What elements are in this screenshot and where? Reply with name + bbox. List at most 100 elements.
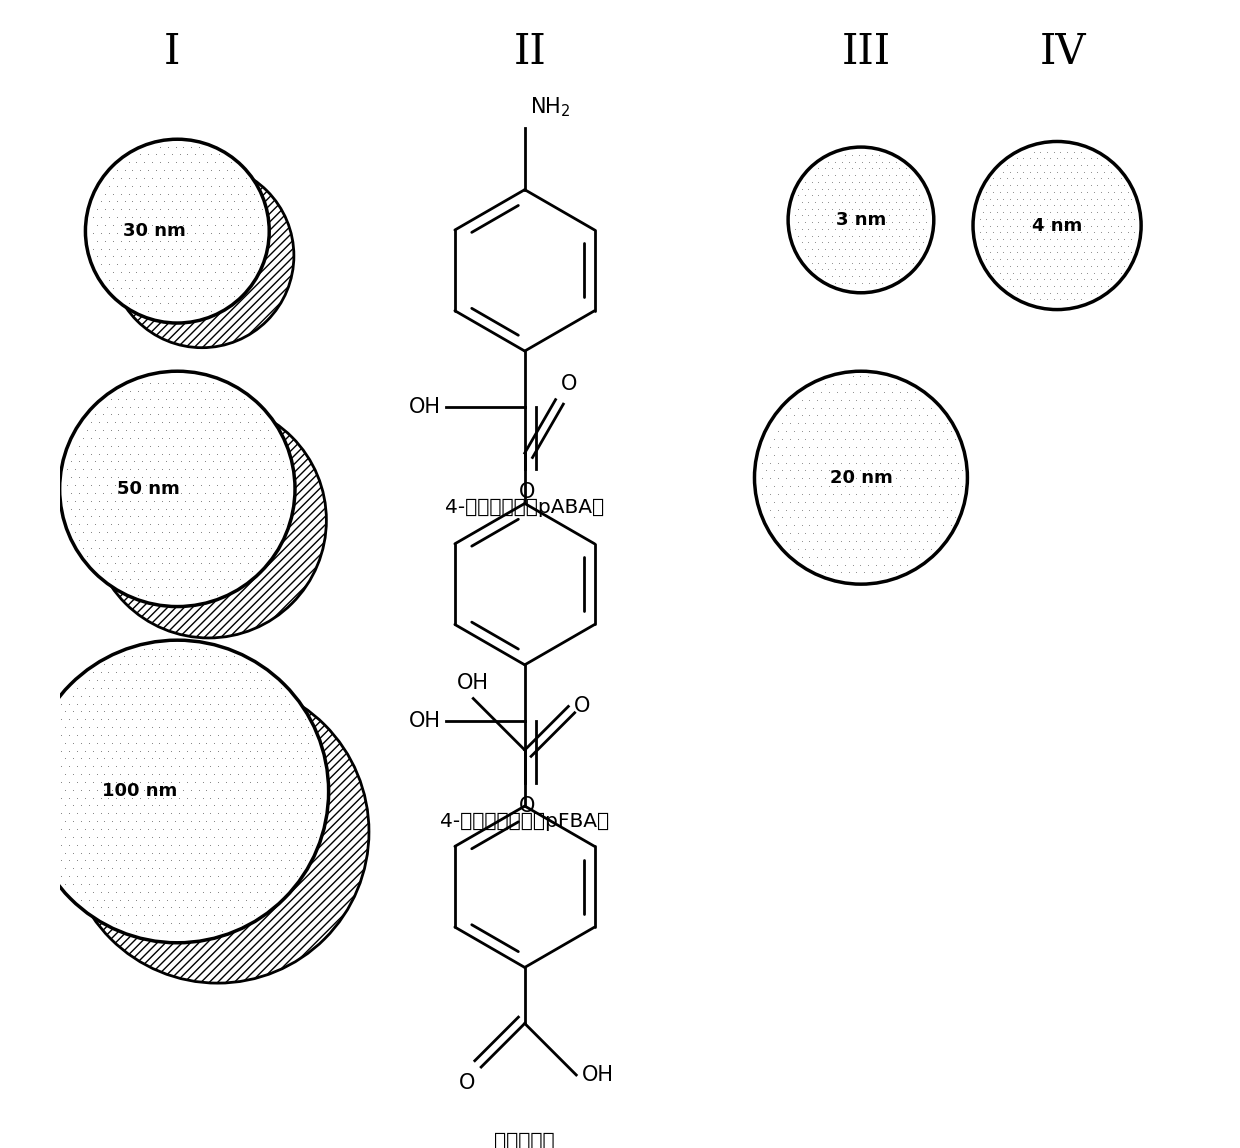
Point (228, 185, 248, 203)
Point (279, 789, 299, 807)
Point (134, 828, 154, 846)
Point (874, 492, 894, 511)
Point (232, 742, 252, 760)
Point (117, 436, 136, 455)
Point (234, 563, 254, 581)
Point (81, 491, 100, 510)
Point (232, 177, 252, 195)
Point (145, 883, 165, 901)
Point (838, 564, 858, 582)
Point (170, 302, 190, 320)
Point (1013, 189, 1033, 208)
Point (835, 492, 854, 511)
Point (103, 765, 123, 783)
Point (216, 914, 236, 932)
Point (800, 390, 820, 409)
Point (815, 548, 835, 566)
Point (60, 804, 79, 822)
Point (93, 499, 113, 518)
Point (47, 718, 67, 736)
Point (181, 656, 201, 674)
Point (179, 530, 198, 549)
Point (818, 207, 838, 225)
Text: O: O (574, 697, 590, 716)
Point (103, 687, 123, 705)
Point (150, 169, 170, 187)
Point (179, 515, 198, 534)
Point (133, 483, 153, 502)
Point (118, 718, 138, 736)
Point (878, 517, 898, 535)
Point (232, 695, 252, 713)
Circle shape (60, 371, 295, 606)
Point (872, 273, 892, 292)
Point (254, 507, 274, 526)
Point (126, 656, 146, 674)
Point (115, 161, 135, 179)
Point (212, 844, 232, 862)
Point (195, 546, 215, 565)
Point (181, 781, 201, 799)
Point (107, 695, 126, 713)
Point (134, 153, 154, 171)
Point (175, 491, 195, 510)
Point (869, 186, 889, 204)
Point (791, 517, 811, 535)
Point (218, 389, 238, 408)
Point (272, 789, 291, 807)
Point (179, 563, 198, 581)
Point (185, 804, 205, 822)
Point (921, 461, 941, 480)
Point (139, 302, 159, 320)
Point (188, 875, 208, 893)
Point (179, 405, 198, 424)
Point (148, 421, 167, 440)
Point (56, 812, 76, 830)
Point (815, 254, 835, 272)
Point (242, 530, 262, 549)
Point (216, 820, 236, 838)
Point (273, 499, 293, 518)
Point (154, 726, 174, 744)
Point (83, 742, 103, 760)
Point (898, 523, 918, 542)
Point (133, 499, 153, 518)
Point (909, 437, 929, 456)
Point (263, 851, 283, 869)
Point (177, 678, 197, 697)
Point (208, 192, 228, 210)
Point (232, 820, 252, 838)
Point (889, 240, 909, 258)
Point (156, 515, 176, 534)
Point (119, 247, 139, 265)
Point (242, 563, 262, 581)
Point (66, 507, 86, 526)
Point (154, 192, 174, 210)
Point (246, 475, 265, 494)
Point (275, 844, 295, 862)
Point (177, 757, 197, 775)
Point (885, 179, 905, 197)
Point (181, 263, 201, 281)
Point (846, 233, 866, 251)
Point (167, 397, 187, 416)
Circle shape (67, 681, 370, 983)
Point (983, 196, 1003, 215)
Point (804, 445, 823, 464)
Point (165, 639, 185, 658)
Point (1074, 230, 1094, 248)
Point (166, 153, 186, 171)
Point (94, 750, 114, 768)
Point (867, 523, 887, 542)
Point (123, 177, 143, 195)
Point (81, 428, 100, 447)
Point (231, 507, 250, 526)
Point (874, 429, 894, 448)
Point (136, 397, 156, 416)
Point (94, 875, 114, 893)
Point (151, 569, 171, 588)
Point (187, 374, 207, 393)
Point (997, 223, 1017, 241)
Point (842, 254, 862, 272)
Point (1060, 149, 1080, 168)
